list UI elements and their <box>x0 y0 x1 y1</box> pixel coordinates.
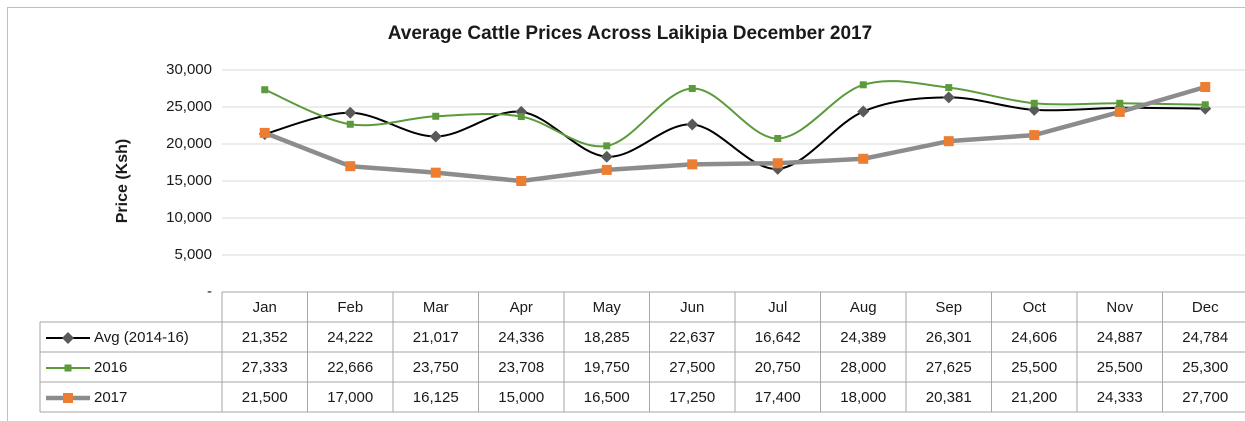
series-marker <box>430 167 441 178</box>
table-value: 28,000 <box>840 359 886 376</box>
series-marker <box>344 106 357 119</box>
series-marker <box>1116 99 1124 107</box>
series-marker <box>857 105 870 118</box>
series-marker <box>432 112 440 120</box>
series-marker <box>686 118 699 131</box>
series-marker <box>600 150 613 163</box>
table-value: 19,750 <box>584 359 630 376</box>
series-marker <box>346 120 354 128</box>
table-value: 24,784 <box>1182 329 1228 346</box>
table-value: 16,500 <box>584 389 630 406</box>
x-tick-label: Jun <box>680 299 704 316</box>
series-line <box>264 80 1206 148</box>
table-value: 22,666 <box>327 359 373 376</box>
y-tick-label: 10,000 <box>166 209 212 226</box>
legend-label: 2017 <box>94 389 127 406</box>
series-line <box>263 84 1206 184</box>
table-value: 22,637 <box>669 329 715 346</box>
legend-marker <box>63 393 73 403</box>
table-value: 27,700 <box>1182 389 1228 406</box>
x-tick-label: Jul <box>768 299 787 316</box>
table-value: 15,000 <box>498 389 544 406</box>
legend-label: Avg (2014-16) <box>94 329 189 346</box>
series-marker <box>1029 130 1040 141</box>
y-tick-label: 20,000 <box>166 135 212 152</box>
series-marker <box>1201 101 1209 109</box>
series-marker <box>345 161 356 172</box>
series-marker <box>429 130 442 143</box>
chart-title: Average Cattle Prices Across Laikipia De… <box>388 23 872 44</box>
table-value: 27,333 <box>242 359 288 376</box>
series-marker <box>603 142 611 150</box>
legend-marker <box>64 364 72 372</box>
x-tick-label: Feb <box>337 299 363 316</box>
x-tick-label: Dec <box>1192 299 1219 316</box>
series-marker <box>859 81 867 89</box>
table-value: 24,333 <box>1097 389 1143 406</box>
series-marker <box>601 164 612 175</box>
table-value: 17,250 <box>669 389 715 406</box>
table-value: 27,625 <box>926 359 972 376</box>
series-marker <box>1200 82 1211 93</box>
series-marker <box>688 85 696 92</box>
table-value: 24,606 <box>1011 329 1057 346</box>
series-marker <box>943 136 954 147</box>
table-value: 21,017 <box>413 329 459 346</box>
series-marker <box>1028 103 1041 116</box>
x-tick-label: Sep <box>935 299 962 316</box>
series-marker <box>1030 99 1038 107</box>
table-value: 20,381 <box>926 389 972 406</box>
x-tick-label: May <box>593 299 622 316</box>
table-value: 21,352 <box>242 329 288 346</box>
series-marker <box>516 176 527 186</box>
y-tick-label: 15,000 <box>166 172 212 189</box>
legend-marker <box>62 332 74 344</box>
x-tick-label: Mar <box>423 299 449 316</box>
table-value: 25,500 <box>1097 359 1143 376</box>
x-tick-label: Apr <box>510 299 533 316</box>
table-value: 16,125 <box>413 389 459 406</box>
series-marker <box>945 84 953 92</box>
y-tick-label: - <box>207 283 212 300</box>
series-marker <box>858 153 869 164</box>
y-tick-label: 30,000 <box>166 61 212 78</box>
series-marker <box>1114 106 1125 117</box>
x-tick-label: Oct <box>1023 299 1047 316</box>
table-value: 23,708 <box>498 359 544 376</box>
x-tick-label: Aug <box>850 299 877 316</box>
series-marker <box>259 127 270 138</box>
table-value: 20,750 <box>755 359 801 376</box>
y-tick-label: 5,000 <box>174 246 212 263</box>
table-value: 26,301 <box>926 329 972 346</box>
legend-label: 2016 <box>94 359 127 376</box>
table-value: 27,500 <box>669 359 715 376</box>
series-marker <box>517 113 525 121</box>
table-value: 25,300 <box>1182 359 1228 376</box>
table-value: 16,642 <box>755 329 801 346</box>
series-marker <box>261 86 269 94</box>
table-value: 17,000 <box>327 389 373 406</box>
chart-border <box>7 7 1245 421</box>
series-marker <box>774 134 782 142</box>
table-value: 24,389 <box>840 329 886 346</box>
table-value: 24,336 <box>498 329 544 346</box>
x-tick-label: Jan <box>253 299 277 316</box>
table-value: 24,887 <box>1097 329 1143 346</box>
series-line <box>264 96 1206 170</box>
series-marker <box>772 158 783 169</box>
table-value: 18,000 <box>840 389 886 406</box>
table-value: 25,500 <box>1011 359 1057 376</box>
table-value: 21,200 <box>1011 389 1057 406</box>
table-value: 21,500 <box>242 389 288 406</box>
x-tick-label: Nov <box>1106 299 1133 316</box>
series-marker <box>942 91 955 104</box>
y-tick-label: 25,000 <box>166 98 212 115</box>
table-value: 23,750 <box>413 359 459 376</box>
series-marker <box>687 159 698 170</box>
table-value: 18,285 <box>584 329 630 346</box>
table-value: 24,222 <box>327 329 373 346</box>
y-axis-label: Price (Ksh) <box>114 139 131 223</box>
table-value: 17,400 <box>755 389 801 406</box>
